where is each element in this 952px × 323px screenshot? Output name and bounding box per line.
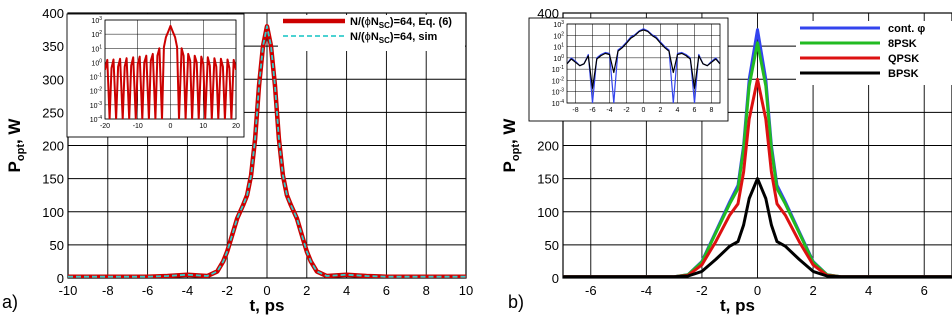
legend: N/(ϕNSC)=64, Eq. (6)N/(ϕNSC)=64, sim <box>278 15 465 51</box>
legend-label: QPSK <box>888 53 919 65</box>
x-tick-label: -4 <box>182 283 194 298</box>
inset-y-tick-label: 103 <box>91 16 102 25</box>
legend-label: cont. φ <box>888 23 925 35</box>
inset-x-tick-label: 10 <box>199 123 207 130</box>
legend-label: N/(ϕNSC)=64, sim <box>350 31 438 45</box>
legend-background <box>796 21 952 85</box>
inset-y-tick-label: 10-3 <box>552 88 564 97</box>
legend-label: N/(ϕNSC)=64, Eq. (6) <box>350 16 452 30</box>
y-tick-label: 400 <box>537 6 559 21</box>
y-tick-label: 250 <box>42 105 64 120</box>
series-line-2 <box>563 77 952 278</box>
inset-x-tick-label: 2 <box>659 107 663 114</box>
x-tick-label: 0 <box>754 283 761 298</box>
x-tick-label: 4 <box>343 283 350 298</box>
panel-label: b) <box>508 292 524 312</box>
inset-y-tick-label: 10-1 <box>90 73 102 82</box>
y-tick-label: 100 <box>537 205 559 220</box>
x-axis-title: t, ps <box>720 296 755 315</box>
inset-x-tick-label: 0 <box>169 123 173 130</box>
inset-y-tick-label: 103 <box>553 20 564 29</box>
inset-chart: -20 -10 0 10 20 103 102 101 100 10-1 10-2 10-3 10-4 <box>66 13 245 138</box>
inset-series-line-0 <box>105 24 236 119</box>
series-lines <box>563 28 952 278</box>
legend: cont. φ 8PSK QPSK BPSK <box>796 21 952 85</box>
y-tick-label: 50 <box>545 238 559 253</box>
y-tick-label: 150 <box>537 172 559 187</box>
y-axis-title: Popt, W <box>5 118 27 173</box>
x-axis-title: t, ps <box>250 296 285 315</box>
inset-series-line-0 <box>567 28 720 103</box>
inset-lines <box>567 28 720 103</box>
inset-y-tick-label: 10-1 <box>552 65 564 74</box>
y-tick-label: 100 <box>42 205 64 220</box>
inset-y-tick-label: 10-2 <box>90 87 102 96</box>
y-tick-label: 400 <box>42 6 64 21</box>
inset-x-tick-label: -20 <box>100 123 110 130</box>
y-tick-label: 200 <box>42 139 64 154</box>
panel-b-chart: -6-4-20246050100150200250300350400t, psP… <box>500 6 952 315</box>
inset-x-tick-label: -8 <box>572 107 578 114</box>
inset-y-tick-label: 10-4 <box>90 115 102 124</box>
inset-x-tick-label: 8 <box>710 107 714 114</box>
y-tick-label: 150 <box>42 172 64 187</box>
x-tick-label: -10 <box>59 283 78 298</box>
x-tick-label: 10 <box>459 283 473 298</box>
x-tick-label: -2 <box>221 283 233 298</box>
plot-frame <box>67 12 467 279</box>
inset-x-tick-label: 20 <box>232 123 240 130</box>
x-tick-label: 8 <box>423 283 430 298</box>
inset-y-tick-label: 102 <box>553 31 564 40</box>
inset-y-tick-label: 10-4 <box>552 99 564 108</box>
inset-x-tick-label: -10 <box>133 123 143 130</box>
x-tick-label: 0 <box>263 283 270 298</box>
x-tick-label: -6 <box>142 283 154 298</box>
series-line-3 <box>563 177 952 278</box>
x-tick-label: 4 <box>865 283 872 298</box>
inset-y-tick-label: 10-3 <box>90 101 102 110</box>
panel-a-chart: -10 -8 -6 -4 -2 0 2 4 6 8 100501001502002503003504… <box>2 6 473 315</box>
y-tick-label: 50 <box>50 238 64 253</box>
x-tick-label: -6 <box>585 283 597 298</box>
x-tick-label: -8 <box>102 283 114 298</box>
series-lines <box>68 24 466 278</box>
inset-x-tick-label: -6 <box>589 107 595 114</box>
inset-x-tick-label: -4 <box>606 107 612 114</box>
series-line-1 <box>68 25 466 278</box>
y-tick-label: 350 <box>42 39 64 54</box>
plot-frame <box>562 12 952 279</box>
inset-y-tick-label: 100 <box>553 54 564 63</box>
x-tick-label: 2 <box>809 283 816 298</box>
inset-x-tick-label: -2 <box>623 107 629 114</box>
x-tick-label: -4 <box>641 283 653 298</box>
y-axis-title: Popt, W <box>500 118 522 173</box>
panel-label: a) <box>2 292 18 312</box>
y-tick-label: 0 <box>552 271 559 286</box>
inset-y-tick-label: 101 <box>553 43 564 52</box>
y-tick-label: 0 <box>57 271 64 286</box>
inset-x-tick-label: 6 <box>693 107 697 114</box>
x-tick-label: 6 <box>383 283 390 298</box>
legend-label: BPSK <box>888 68 919 80</box>
y-tick-label: 300 <box>42 72 64 87</box>
x-tick-label: -2 <box>696 283 708 298</box>
inset-chart: -8 -6 -4 -2 0 2 4 6 8 103 102 101 100 10-1 10-2 10-3 10-… <box>528 17 729 122</box>
inset-y-tick-label: 10-2 <box>552 76 564 85</box>
inset-series-line-1 <box>567 29 720 89</box>
inset-y-tick-label: 101 <box>91 44 102 53</box>
inset-y-tick-label: 102 <box>91 30 102 39</box>
inset-y-tick-label: 100 <box>91 58 102 67</box>
x-tick-label: 6 <box>921 283 928 298</box>
y-tick-label: 200 <box>537 139 559 154</box>
inset-x-tick-label: 0 <box>642 107 646 114</box>
inset-x-tick-label: 4 <box>676 107 680 114</box>
x-tick-label: 2 <box>303 283 310 298</box>
inset-lines <box>105 24 236 119</box>
legend-label: 8PSK <box>888 38 917 50</box>
